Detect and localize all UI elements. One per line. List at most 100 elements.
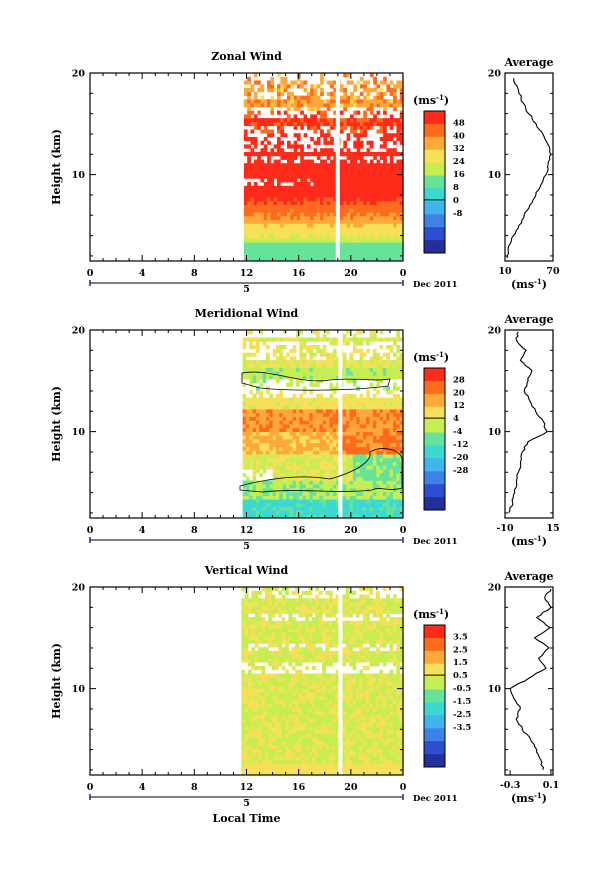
heatmap-cell xyxy=(326,397,330,402)
heatmap-cell xyxy=(389,348,394,353)
heatmap-cell xyxy=(275,605,279,610)
heatmap-cell xyxy=(249,442,253,447)
heatmap-cell xyxy=(376,163,381,168)
heatmap-cell xyxy=(271,613,276,618)
heatmap-cell xyxy=(309,503,314,508)
heatmap-cell xyxy=(299,431,304,436)
heatmap-cell xyxy=(320,118,324,123)
heatmap-cell xyxy=(256,424,260,429)
heatmap-cell xyxy=(267,84,271,89)
heatmap-cell xyxy=(342,409,347,414)
heatmap-cell xyxy=(293,215,298,221)
heatmap-cell xyxy=(270,185,275,190)
heatmap-cell xyxy=(319,348,324,353)
heatmap-cell xyxy=(282,356,287,361)
x-tick-label: 4 xyxy=(139,525,146,536)
heatmap-cell xyxy=(366,409,370,414)
heatmap-cell xyxy=(266,367,270,372)
heatmap-cell xyxy=(366,461,370,466)
heatmap-cell xyxy=(396,118,401,123)
heatmap-cell xyxy=(389,170,394,175)
heatmap-cell xyxy=(340,159,344,164)
heatmap-cell xyxy=(282,457,287,462)
heatmap-cell xyxy=(256,427,260,432)
heatmap-cell xyxy=(298,613,303,618)
heatmap-cell xyxy=(386,416,390,421)
heatmap-cell xyxy=(247,91,251,96)
heatmap-cell xyxy=(349,510,354,515)
heatmap-cell xyxy=(316,371,320,376)
heatmap-cell xyxy=(280,219,285,224)
heatmap-cell xyxy=(366,367,370,372)
heatmap-cell xyxy=(379,193,384,198)
heatmap-cell xyxy=(379,257,384,262)
heatmap-cell xyxy=(356,136,361,142)
heatmap-cell xyxy=(389,163,394,168)
heatmap-cell xyxy=(249,439,253,444)
heatmap-cell xyxy=(295,733,299,738)
heatmap-cell xyxy=(312,446,317,451)
heatmap-cell xyxy=(362,469,367,474)
heatmap-cell xyxy=(306,367,310,372)
heatmap-cell xyxy=(251,662,256,667)
heatmap-cell xyxy=(349,393,354,399)
heatmap-cell xyxy=(353,140,357,145)
heatmap-cell xyxy=(259,491,263,496)
heatmap-cell xyxy=(386,424,390,429)
heatmap-cell xyxy=(346,439,350,444)
heatmap-cell xyxy=(263,208,268,213)
heatmap-cell xyxy=(336,510,340,515)
heatmap-cell xyxy=(359,476,364,481)
heatmap-cell xyxy=(389,427,394,432)
heatmap-cell xyxy=(369,193,374,198)
heatmap-cell xyxy=(281,707,286,712)
heatmap-cell xyxy=(389,118,394,123)
heatmap-cell xyxy=(261,756,266,761)
heatmap-cell xyxy=(290,163,294,168)
heatmap-cell xyxy=(269,431,273,436)
heatmap-cell xyxy=(379,230,384,236)
heatmap-cell xyxy=(286,382,290,387)
heatmap-cell xyxy=(316,84,321,89)
heatmap-cell xyxy=(369,257,374,262)
heatmap-cell xyxy=(322,375,327,380)
heatmap-cell xyxy=(369,484,374,489)
y-axis-label: Height (km) xyxy=(50,129,63,205)
heatmap-cell xyxy=(333,88,338,93)
heatmap-cell xyxy=(366,401,370,406)
heatmap-cell xyxy=(271,677,276,682)
heatmap-cell xyxy=(242,514,247,519)
heatmap-cell xyxy=(286,427,290,432)
heatmap-cell xyxy=(250,121,255,127)
heatmap-cell xyxy=(286,401,290,406)
heatmap-cell xyxy=(266,337,270,342)
heatmap-cell xyxy=(279,412,283,417)
heatmap-cell xyxy=(350,200,354,205)
heatmap-cell xyxy=(393,234,397,239)
heatmap-cell xyxy=(343,103,347,108)
heatmap-cell xyxy=(359,152,364,157)
heatmap-cell xyxy=(389,491,394,496)
heatmap-cell xyxy=(382,442,387,447)
heatmap-cell xyxy=(279,480,283,485)
heatmap-cell xyxy=(288,692,293,697)
heatmap-cell xyxy=(295,628,299,633)
heatmap-cell xyxy=(330,174,334,179)
heatmap-cell xyxy=(293,144,298,149)
heatmap-cell xyxy=(281,624,286,629)
heatmap-cell xyxy=(336,446,340,451)
heatmap-cell xyxy=(251,726,256,731)
heatmap-cell xyxy=(279,439,283,444)
heatmap-cell xyxy=(359,514,364,519)
heatmap-cell xyxy=(373,118,377,123)
heatmap-cell xyxy=(242,457,247,462)
heatmap-cell xyxy=(296,204,301,209)
heatmap-cell xyxy=(306,442,310,447)
heatmap-cell xyxy=(393,472,397,478)
heatmap-cell xyxy=(329,472,334,478)
heatmap-cell xyxy=(322,409,327,414)
heatmap-cell xyxy=(366,80,371,85)
heatmap-cell xyxy=(290,200,294,205)
heatmap-cell xyxy=(396,337,400,342)
heatmap-cell xyxy=(326,103,331,108)
